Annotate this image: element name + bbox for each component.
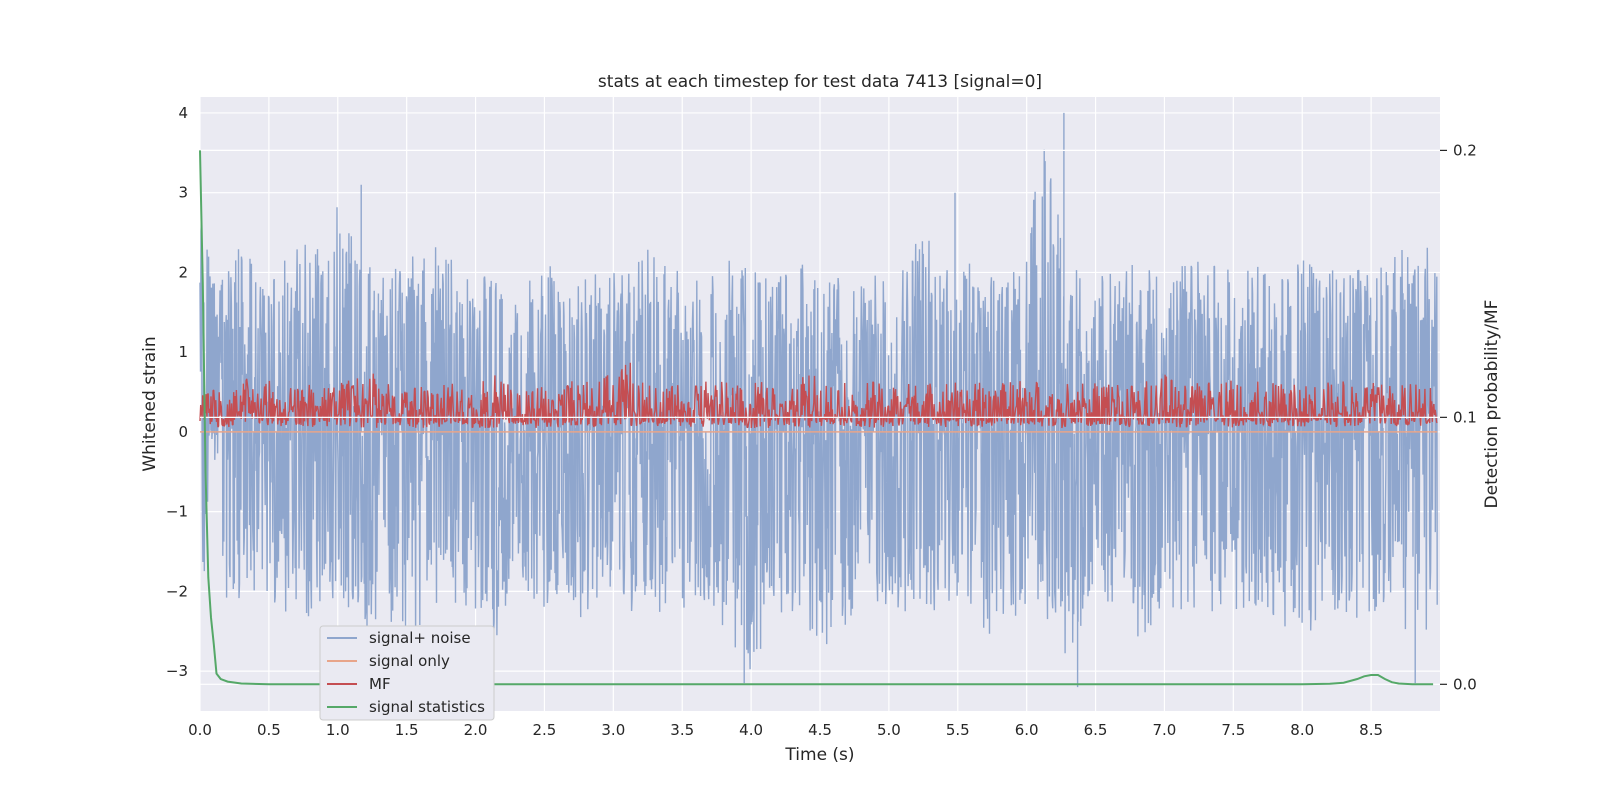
x-tick-label: 8.0 <box>1290 721 1314 739</box>
ticks: 0.0 0.5 1.0 1.5 2.0 2.5 3.0 3.5 4.0 4.5 5.0 5.5 6.0 6… <box>166 104 1477 739</box>
x-tick-label: 7.5 <box>1221 721 1245 739</box>
x-tick-label: 4.5 <box>808 721 832 739</box>
legend-label-signal-only: signal only <box>369 652 450 670</box>
legend: signal+ noise signal only MF signal stat… <box>319 625 495 721</box>
legend-label-mf: MF <box>369 675 391 693</box>
x-tick-label: 0.0 <box>188 721 212 739</box>
y-tick-label: 2 <box>178 263 188 281</box>
x-tick-label: 8.5 <box>1359 721 1383 739</box>
legend-box <box>319 625 495 721</box>
y-tick-label: −1 <box>166 503 188 521</box>
x-tick-label: 7.0 <box>1153 721 1177 739</box>
x-tick-label: 6.5 <box>1084 721 1108 739</box>
series-signal-noise <box>199 112 1438 688</box>
legend-label-signal-noise: signal+ noise <box>369 629 471 647</box>
y-tick-label: 4 <box>178 104 188 122</box>
y-tick-label: −3 <box>166 662 188 680</box>
y2-tick-label: 0.2 <box>1453 141 1477 159</box>
x-tick-label: 3.0 <box>601 721 625 739</box>
x-tick-label: 3.5 <box>670 721 694 739</box>
x-tick-label: 5.5 <box>946 721 970 739</box>
x-tick-label: 1.0 <box>326 721 350 739</box>
x-tick-label: 6.0 <box>1015 721 1039 739</box>
x-tick-label: 5.0 <box>877 721 901 739</box>
x-tick-label: 2.5 <box>533 721 557 739</box>
y-tick-label: 3 <box>178 184 188 202</box>
y2-tick-label: 0.1 <box>1453 408 1477 426</box>
x-axis-label: Time (s) <box>784 745 854 765</box>
legend-label-signal-statistics: signal statistics <box>369 698 485 716</box>
series-mf <box>199 362 1438 429</box>
y2-tick-label: 0.0 <box>1453 675 1477 693</box>
x-tick-label: 1.5 <box>395 721 419 739</box>
y2-axis-label: Detection probability/MF <box>1482 300 1502 509</box>
y-axis-label: Whitened strain <box>140 336 160 471</box>
x-tick-label: 0.5 <box>257 721 281 739</box>
plot-area <box>199 112 1440 688</box>
y-tick-label: 1 <box>178 343 188 361</box>
x-tick-label: 4.0 <box>739 721 763 739</box>
series-signal-statistics <box>199 150 1434 686</box>
y-tick-label: 0 <box>178 423 188 441</box>
y-tick-label: −2 <box>166 582 188 600</box>
x-tick-label: 2.0 <box>464 721 488 739</box>
chart-title: stats at each timestep for test data 741… <box>598 72 1042 92</box>
